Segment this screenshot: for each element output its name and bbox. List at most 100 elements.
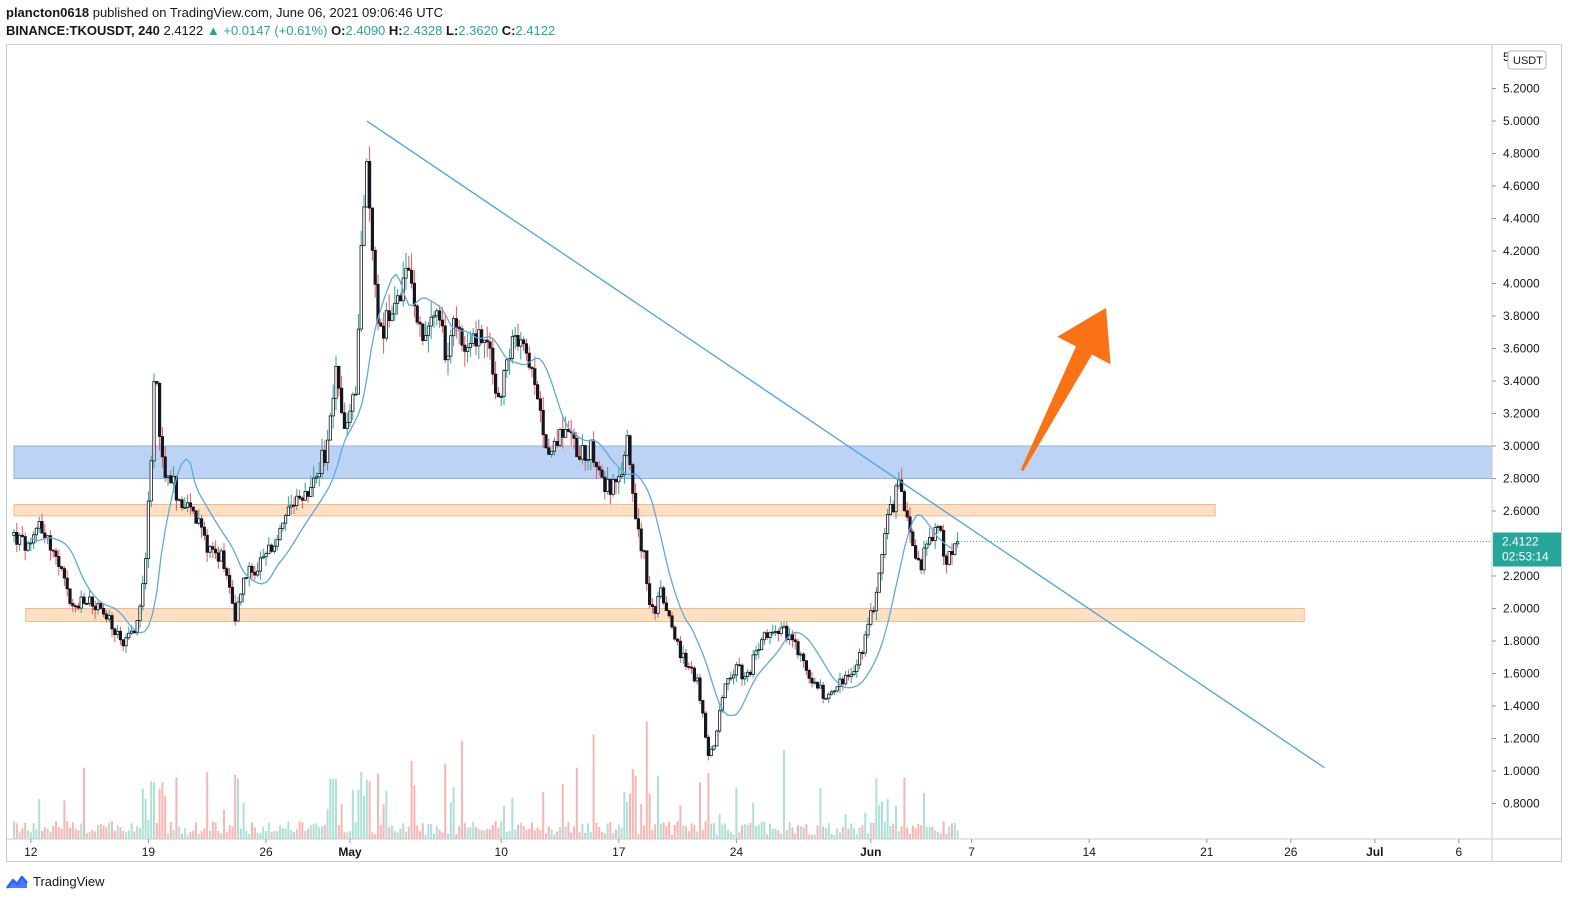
candle-body (611, 479, 615, 495)
volume-bar (410, 760, 413, 839)
volume-bar (46, 828, 49, 839)
candle-body (578, 456, 582, 460)
volume-bar (211, 821, 214, 839)
volume-bar (606, 823, 609, 839)
volume-bar (897, 831, 900, 839)
volume-bar (752, 802, 755, 839)
volume-bar (343, 831, 346, 839)
candle-body (323, 449, 327, 463)
volume-bar (771, 828, 774, 839)
candle-body (339, 387, 344, 414)
bullish-arrow-icon (1020, 307, 1111, 472)
candle-body (191, 506, 195, 512)
volume-bar (643, 825, 645, 839)
volume-bar (52, 825, 55, 839)
publish-line: plancton0618 published on TradingView.co… (6, 4, 555, 22)
candle-body (286, 506, 291, 516)
candle-body (597, 466, 601, 471)
volume-bar (192, 830, 195, 839)
candle-body (269, 544, 274, 552)
volume-bar (80, 823, 83, 839)
volume-bar (822, 826, 825, 839)
candle-body (606, 478, 610, 493)
volume-bar (813, 834, 816, 839)
volume-bar (382, 804, 385, 839)
candle-body (244, 577, 248, 579)
candle-body (71, 603, 75, 607)
candle-body (12, 532, 16, 536)
symbol-label[interactable]: BINANCE:TKOUSDT, 240 (6, 23, 160, 38)
candle-body (757, 649, 761, 652)
candle-body (227, 574, 232, 588)
candle-body (376, 283, 380, 324)
volume-bar (486, 828, 489, 839)
volume-bar (811, 834, 813, 839)
volume-bar (564, 826, 567, 839)
candle-body (695, 677, 699, 682)
volume-bar (519, 822, 522, 839)
candle-body (698, 677, 702, 701)
volume-bar (349, 831, 351, 839)
candle-body (163, 456, 167, 478)
candle-body (510, 336, 515, 359)
volume-bar (844, 814, 847, 839)
volume-bar (251, 822, 253, 839)
candle-body (152, 381, 156, 462)
volume-bar (909, 833, 911, 839)
candle-body (639, 528, 643, 552)
volume-bar (91, 830, 94, 839)
candle-body (93, 605, 97, 611)
volume-bar (323, 824, 326, 839)
volume-bar (827, 823, 830, 839)
candle-body (796, 641, 800, 656)
candle-body (914, 545, 918, 559)
volume-bar (405, 831, 407, 839)
volume-bar (71, 822, 74, 839)
candle-body (493, 373, 498, 394)
candle-body (334, 365, 338, 399)
candle-body (732, 674, 736, 679)
candle-body (342, 412, 347, 429)
candle-body (281, 522, 285, 529)
publisher-name[interactable]: plancton0618 (6, 5, 90, 20)
volume-bar (729, 831, 732, 839)
chart-header: plancton0618 published on TradingView.co… (6, 4, 555, 40)
price-tick-label: 3.4000 (1503, 374, 1540, 388)
moving-average-layer (30, 273, 955, 717)
price-chart[interactable]: 5.2000 5.0000 4.8000 4.6000 4.4000 4.2000 4.00… (7, 45, 1561, 861)
volume-bar (631, 768, 634, 839)
candle-body (275, 539, 279, 547)
candle-body (328, 415, 333, 441)
volume-bar (892, 823, 895, 839)
candle-body (278, 527, 282, 541)
volume-bar (477, 828, 480, 839)
arrow-layer (1020, 307, 1111, 472)
volume-bar (284, 828, 287, 839)
candle-body (678, 640, 683, 659)
candle-body (23, 536, 27, 551)
volume-bar (500, 821, 503, 839)
price-change: ▲ +0.0147 (+0.61%) (206, 23, 328, 38)
volume-bar (945, 833, 948, 839)
candle-body (412, 282, 417, 307)
candle-body (264, 553, 268, 558)
volume-bar (718, 814, 721, 839)
volume-bar (466, 827, 469, 839)
volume-bar (746, 824, 749, 839)
candle-body (202, 526, 206, 536)
volume-bar (542, 792, 545, 839)
volume-bar (279, 825, 281, 839)
candle-body (421, 323, 425, 342)
volume-bar (444, 764, 447, 839)
time-tick-label: 7 (968, 845, 975, 859)
volume-bar (298, 821, 301, 839)
candle-body (620, 474, 624, 477)
descending-trendline (366, 120, 1325, 769)
candle-body (818, 684, 823, 689)
candle-body (90, 596, 94, 607)
candle-body (720, 697, 725, 712)
volume-bar (841, 826, 844, 839)
volume-bar (419, 831, 421, 839)
chart-frame[interactable]: 5.2000 5.0000 4.8000 4.6000 4.4000 4.2000 4.00… (6, 44, 1562, 862)
footer-brand: TradingView (33, 874, 105, 889)
